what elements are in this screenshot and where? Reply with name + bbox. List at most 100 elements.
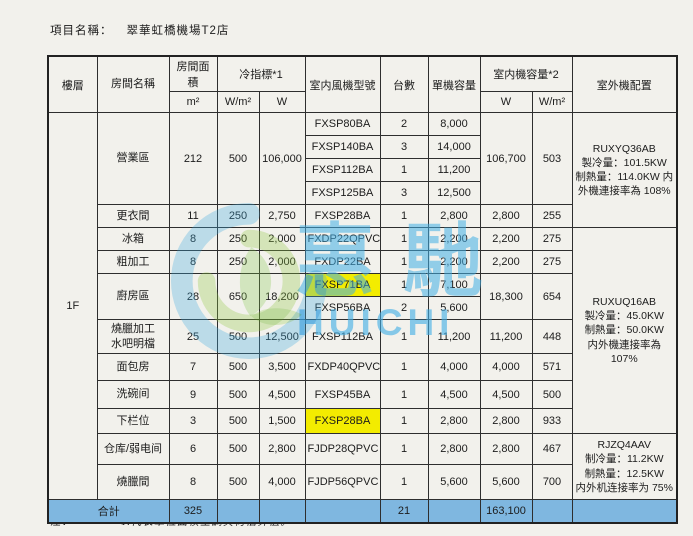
area-cell: 9	[168, 380, 218, 409]
col-header-qty: 台數	[379, 55, 429, 113]
area-cell: 8	[168, 227, 218, 251]
fan-model-cell: FJDP56QPVC	[304, 464, 381, 500]
col-header-cool-wm2: W/m²	[216, 91, 260, 113]
qty-cell: 1	[379, 158, 429, 182]
row-business-area-fan4: FXSP125BA 3 12,500	[48, 181, 677, 205]
total-indoor-w-cell: 163,100	[479, 499, 533, 523]
cool-wm2-cell: 500	[216, 408, 260, 434]
cool-wm2-cell: 500	[216, 464, 260, 500]
fan-model-cell: FJDP28QPVC	[304, 433, 381, 465]
cool-wm2-cell: 250	[216, 227, 260, 251]
cool-w-cell: 12,500	[258, 319, 306, 354]
total-empty-model	[304, 499, 381, 523]
indoor-wm2-cell: 503	[531, 112, 573, 205]
cool-w-cell: 106,000	[258, 112, 306, 205]
unit-cap-cell: 4,000	[427, 353, 481, 381]
area-cell: 7	[168, 353, 218, 381]
room-name-cell: 冰箱	[96, 227, 170, 251]
page-title: 項目名稱： 翠華虹橋機場T2店	[50, 22, 229, 38]
total-empty-outdoor	[571, 499, 678, 523]
unit-cap-cell: 2,800	[427, 408, 481, 434]
col-header-fan-model: 室内風機型號	[304, 55, 381, 113]
unit-cap-cell: 11,200	[427, 319, 481, 354]
fan-model-cell-highlighted: FXSP71BA	[304, 273, 381, 297]
cool-w-cell: 2,000	[258, 250, 306, 274]
room-name-cell: 營業區	[96, 112, 170, 205]
qty-cell: 1	[379, 250, 429, 274]
cool-wm2-cell: 500	[216, 433, 260, 465]
qty-cell: 1	[379, 273, 429, 297]
total-empty-wm2	[216, 499, 260, 523]
header-row-1: 樓層 房間名稱 房間面積 冷指標*1 室内風機型號 台數 單機容量 室内機容量*…	[47, 55, 678, 113]
col-header-room: 房間名稱	[96, 55, 170, 113]
cool-wm2-cell: 250	[216, 250, 260, 274]
unit-cap-cell: 2,200	[427, 227, 481, 251]
fan-model-cell: FXSP125BA	[304, 181, 381, 205]
indoor-w-cell: 2,800	[479, 204, 533, 228]
col-header-floor: 樓層	[47, 55, 98, 113]
area-cell: 3	[168, 408, 218, 434]
fan-model-cell-highlighted: FXSP28BA	[304, 408, 381, 434]
qty-cell: 1	[379, 204, 429, 228]
cool-wm2-cell: 500	[216, 380, 260, 409]
cool-w-cell: 2,000	[258, 227, 306, 251]
fan-model-cell: FXDP22QPVC	[304, 227, 381, 251]
row-business-area: 1F 營業區 212 500 106,000 FXSP80BA 2 8,000 …	[47, 112, 678, 500]
total-empty-cap	[427, 499, 481, 523]
unit-cap-cell: 12,500	[427, 181, 481, 205]
unit-cap-cell: 5,600	[427, 464, 481, 500]
room-name-cell: 燒臘加工 水吧明檔	[96, 319, 170, 354]
cool-wm2-cell: 500	[216, 112, 260, 205]
total-empty-w	[258, 499, 306, 523]
fan-model-cell: FXDP40QPVC	[304, 353, 381, 381]
indoor-wm2-cell: 500	[531, 380, 573, 409]
indoor-wm2-cell: 467	[531, 433, 573, 465]
unit-cap-cell: 11,200	[427, 158, 481, 182]
row-fridge: 冰箱 8 250 2,000 FXDP22QPVC 1 2,200 2,200 …	[48, 227, 678, 434]
col-header-area-group: 房間面積	[168, 55, 218, 92]
indoor-w-cell: 2,200	[479, 250, 533, 274]
qty-cell: 3	[379, 135, 429, 159]
indoor-wm2-cell: 933	[531, 408, 573, 434]
room-name-cell: 燒臘間	[96, 464, 170, 500]
fan-model-cell: FXSP28BA	[304, 204, 381, 228]
room-name-cell: 更衣間	[96, 204, 170, 228]
row-total: 合計 325 21 163,100	[47, 499, 678, 523]
cool-wm2-cell: 250	[216, 204, 260, 228]
indoor-wm2-cell: 700	[531, 464, 573, 500]
indoor-w-cell: 11,200	[479, 319, 533, 354]
cool-wm2-cell: 500	[216, 353, 260, 381]
cool-wm2-cell: 500	[216, 319, 260, 354]
row-dishwashing: 洗碗间 9 500 4,500 FXSP45BA 1 4,500 4,500 5…	[48, 380, 677, 409]
qty-cell: 2	[379, 112, 429, 136]
unit-cap-cell: 4,500	[427, 380, 481, 409]
row-business-area-fan2: FXSP140BA 3 14,000	[48, 135, 677, 159]
room-name-cell: 仓库/弱电间	[96, 433, 170, 465]
col-header-indoor-wm2: W/m²	[531, 91, 573, 113]
col-header-indoor-w: W	[479, 91, 533, 113]
area-cell: 212	[168, 112, 218, 205]
room-name-cell: 洗碗间	[96, 380, 170, 409]
cool-w-cell: 4,000	[258, 464, 306, 500]
col-header-unit-cap: 單機容量	[427, 55, 481, 113]
indoor-wm2-cell: 275	[531, 250, 573, 274]
fan-model-cell: FXSP112BA	[304, 319, 381, 354]
unit-cap-cell: 14,000	[427, 135, 481, 159]
indoor-w-cell: 106,700	[479, 112, 533, 205]
unit-cap-cell: 2,800	[427, 433, 481, 465]
indoor-wm2-cell: 255	[531, 204, 573, 228]
qty-cell: 1	[379, 380, 429, 409]
outdoor-config-cell: RJZQ4AAV 制冷量：11.2KW 制熱量：12.5KW 内外机连接率为 7…	[571, 433, 678, 500]
total-qty-cell: 21	[379, 499, 429, 523]
indoor-wm2-cell: 654	[531, 273, 573, 320]
area-cell: 11	[168, 204, 218, 228]
unit-cap-cell: 7,100	[427, 273, 481, 297]
fan-model-cell: FXSP56BA	[304, 296, 381, 320]
indoor-w-cell: 4,500	[479, 380, 533, 409]
indoor-wm2-cell: 448	[531, 319, 573, 354]
indoor-w-cell: 2,200	[479, 227, 533, 251]
indoor-w-cell: 4,000	[479, 353, 533, 381]
row-warehouse: 仓库/弱电间 6 500 2,800 FJDP28QPVC 1 2,800 2,…	[48, 433, 678, 500]
indoor-w-cell: 18,300	[479, 273, 533, 320]
fan-model-cell: FXSP140BA	[304, 135, 381, 159]
